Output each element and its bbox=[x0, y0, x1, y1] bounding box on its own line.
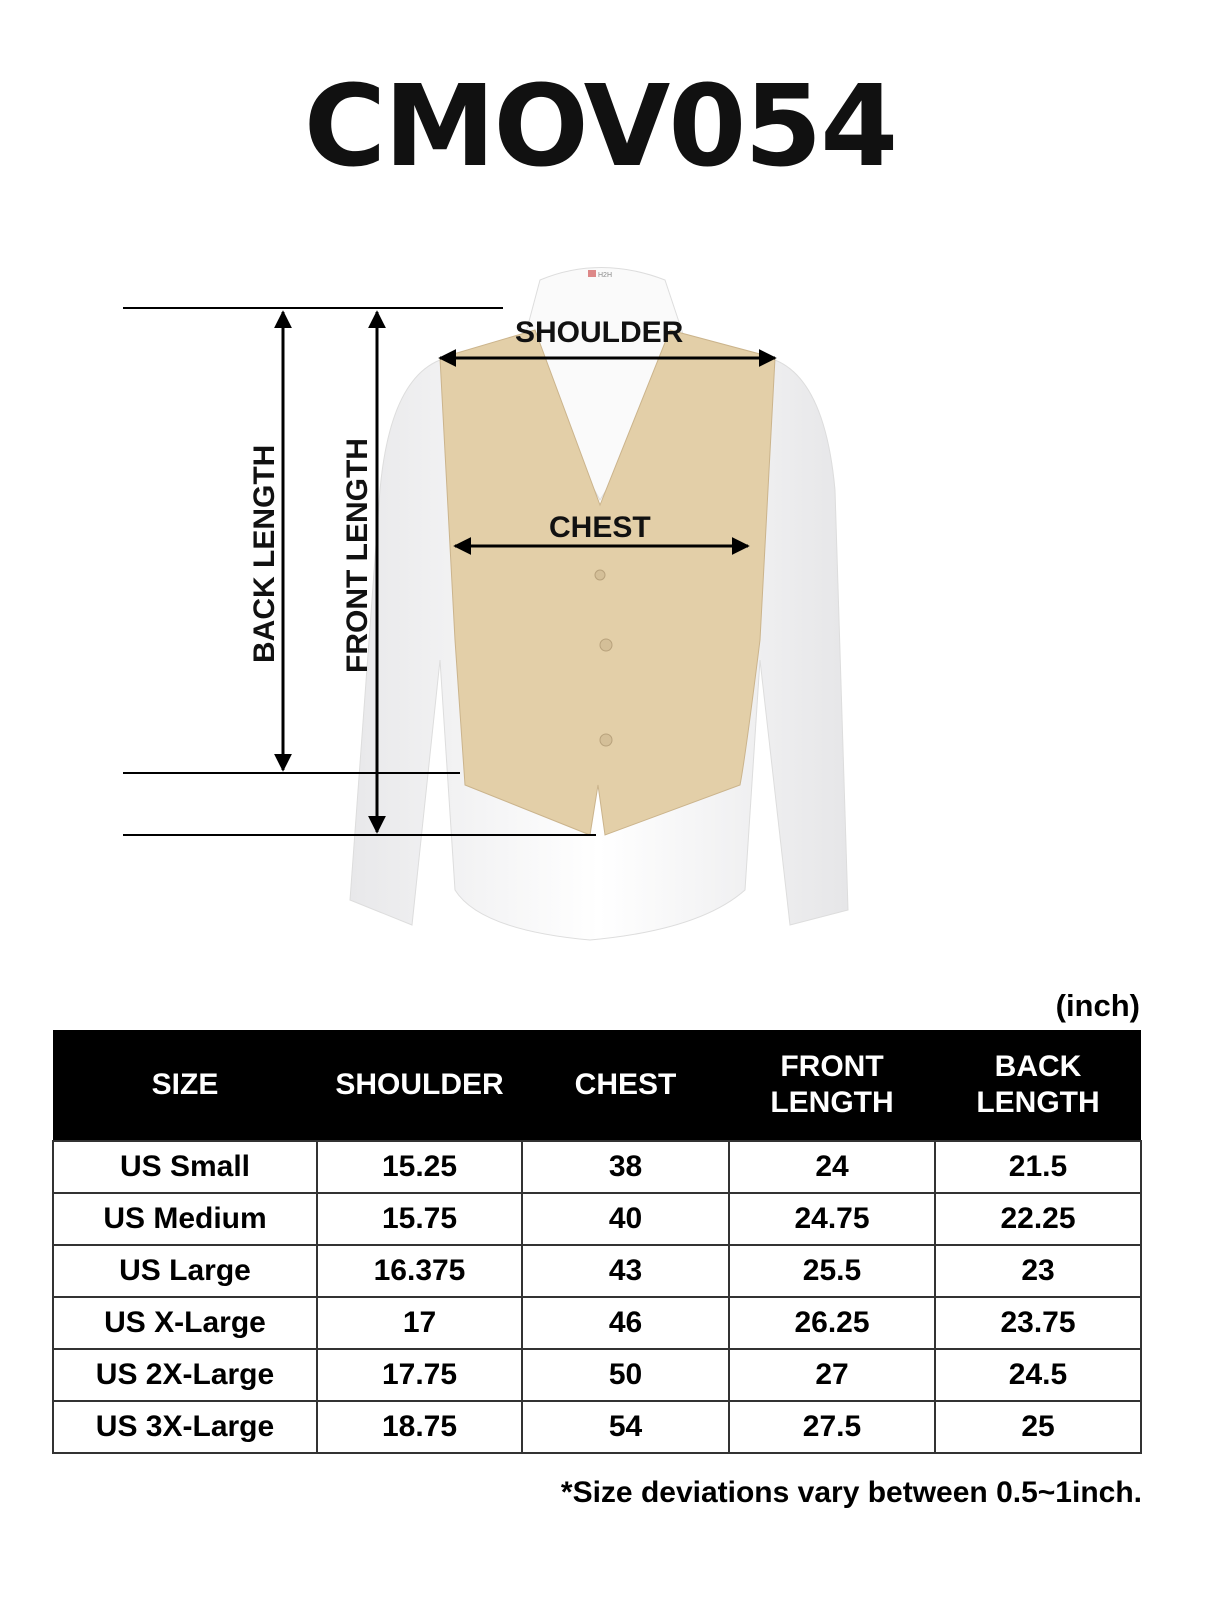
table-cell: 24.75 bbox=[728, 1192, 936, 1246]
header-front-length: FRONT LENGTH bbox=[729, 1030, 935, 1141]
size-table: SIZE SHOULDER CHEST FRONT LENGTH BACK LE… bbox=[52, 1030, 1142, 1454]
table-cell: 24 bbox=[728, 1140, 936, 1194]
table-cell: 15.75 bbox=[316, 1192, 523, 1246]
table-cell: 27 bbox=[728, 1348, 936, 1402]
table-cell: US 2X-Large bbox=[52, 1348, 318, 1402]
logo-label: H2H bbox=[588, 270, 612, 279]
table-row: US Small 15.25 38 24 21.5 bbox=[52, 1140, 1142, 1194]
table-cell: 43 bbox=[521, 1244, 730, 1298]
vest-illustration: H2H bbox=[123, 267, 849, 941]
front-length-label: FRONT LENGTH bbox=[341, 438, 374, 673]
table-cell: 17 bbox=[316, 1296, 523, 1350]
size-deviation-note: *Size deviations vary between 0.5~1inch. bbox=[560, 1476, 1142, 1509]
table-cell: 25.5 bbox=[728, 1244, 936, 1298]
table-cell: 17.75 bbox=[316, 1348, 523, 1402]
table-cell: 50 bbox=[521, 1348, 730, 1402]
table-cell: US Small bbox=[52, 1140, 318, 1194]
header-chest: CHEST bbox=[522, 1030, 729, 1141]
unit-label: (inch) bbox=[1055, 988, 1140, 1023]
table-cell: 40 bbox=[521, 1192, 730, 1246]
table-cell: 15.25 bbox=[316, 1140, 523, 1194]
table-row: US Medium 15.75 40 24.75 22.25 bbox=[52, 1192, 1142, 1246]
table-cell: 54 bbox=[521, 1400, 730, 1454]
header-back-length: BACK LENGTH bbox=[935, 1030, 1141, 1141]
table-cell: US Large bbox=[52, 1244, 318, 1298]
table-cell: US 3X-Large bbox=[52, 1400, 318, 1454]
table-cell: 21.5 bbox=[934, 1140, 1142, 1194]
table-cell: 23 bbox=[934, 1244, 1142, 1298]
table-row: US 3X-Large 18.75 54 27.5 25 bbox=[52, 1400, 1142, 1454]
table-cell: 16.375 bbox=[316, 1244, 523, 1298]
table-cell: 25 bbox=[934, 1400, 1142, 1454]
product-code-title: CMOV054 bbox=[303, 62, 898, 192]
table-cell: 26.25 bbox=[728, 1296, 936, 1350]
table-cell: 18.75 bbox=[316, 1400, 523, 1454]
table-cell: 22.25 bbox=[934, 1192, 1142, 1246]
table-cell: US X-Large bbox=[52, 1296, 318, 1350]
table-cell: 38 bbox=[521, 1140, 730, 1194]
header-shoulder: SHOULDER bbox=[317, 1030, 522, 1141]
table-cell: 46 bbox=[521, 1296, 730, 1350]
shoulder-label: SHOULDER bbox=[515, 316, 684, 349]
table-cell: 27.5 bbox=[728, 1400, 936, 1454]
table-header-row: SIZE SHOULDER CHEST FRONT LENGTH BACK LE… bbox=[53, 1030, 1141, 1141]
back-length-label: BACK LENGTH bbox=[248, 444, 281, 663]
vest-shape bbox=[439, 329, 776, 836]
table-cell: 23.75 bbox=[934, 1296, 1142, 1350]
chest-label: CHEST bbox=[549, 511, 651, 544]
table-row: US Large 16.375 43 25.5 23 bbox=[52, 1244, 1142, 1298]
table-cell: US Medium bbox=[52, 1192, 318, 1246]
table-row: US 2X-Large 17.75 50 27 24.5 bbox=[52, 1348, 1142, 1402]
table-cell: 24.5 bbox=[934, 1348, 1142, 1402]
logo-text: H2H bbox=[598, 272, 612, 279]
table-row: US X-Large 17 46 26.25 23.75 bbox=[52, 1296, 1142, 1350]
header-size: SIZE bbox=[53, 1030, 317, 1141]
